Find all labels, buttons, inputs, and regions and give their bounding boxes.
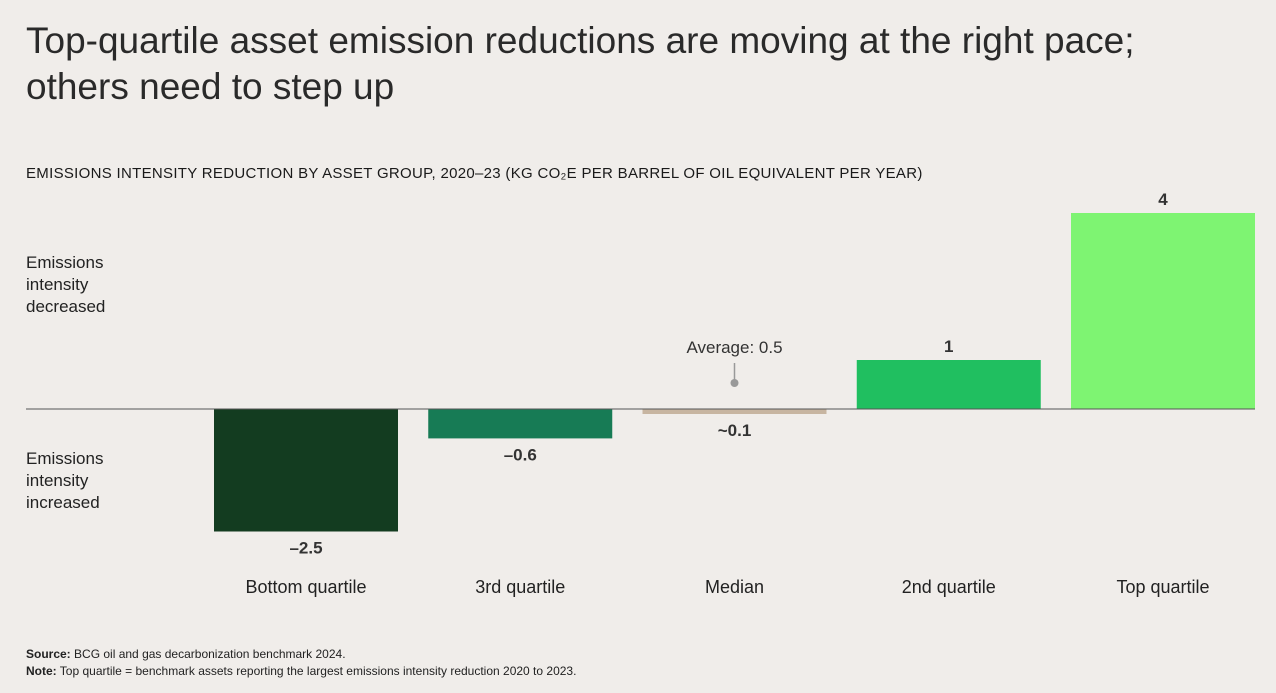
page-title: Top-quartile asset emission reductions a… [26,20,1135,107]
x-tick-label: Top quartile [1116,577,1209,597]
average-marker [730,379,739,387]
data-label: 4 [1158,190,1168,209]
bar-2nd-quartile [856,360,1041,409]
x-tick-label: Bottom quartile [245,577,366,597]
footnote: Note: Top quartile = benchmark assets re… [26,664,577,678]
source-note: Source: BCG oil and gas decarbonization … [26,647,346,661]
x-tick-label: Median [705,577,764,597]
data-label: ~0.1 [718,421,752,440]
ylabel-negative: Emissions intensity increased [26,449,104,512]
average-annotation: Average: 0.5 [686,338,782,357]
bar-top-quartile [1071,213,1255,409]
bar-median [642,409,827,414]
x-tick-label: 3rd quartile [475,577,565,597]
data-label: –0.6 [504,445,537,464]
x-tick-label: 2nd quartile [902,577,996,597]
data-label: –2.5 [289,539,322,558]
bar-bottom-quartile [214,409,398,532]
bar-3rd-quartile [428,409,613,439]
data-label: 1 [944,337,953,356]
chart-subtitle: EMISSIONS INTENSITY REDUCTION BY ASSET G… [26,165,923,182]
ylabel-positive: Emissions intensity decreased [26,253,106,316]
